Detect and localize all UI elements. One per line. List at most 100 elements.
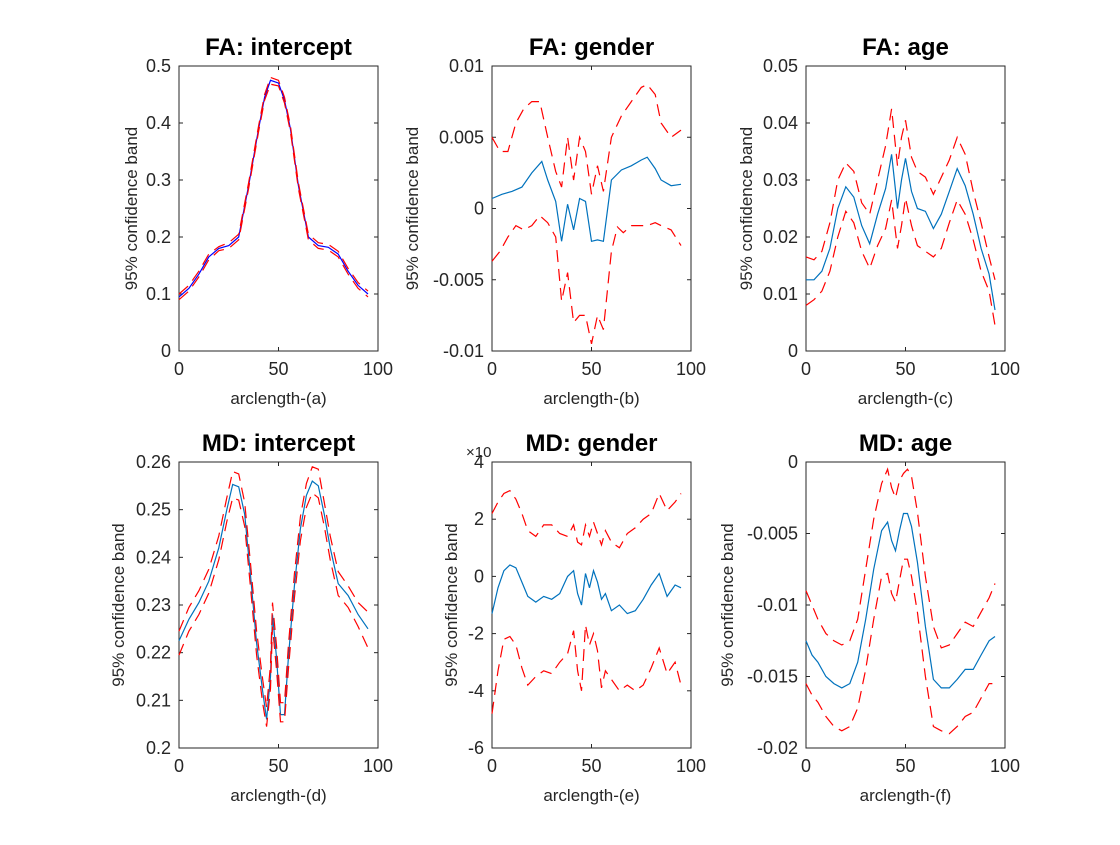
y-tick-label: -0.02: [757, 738, 798, 758]
subplot-title: FA: gender: [529, 34, 654, 61]
y-tick-label: 0.02: [763, 227, 798, 247]
x-tick-label: 50: [581, 756, 601, 776]
y-axis-label: 95% confidence band: [109, 523, 128, 687]
x-tick-label: 50: [268, 756, 288, 776]
y-tick-label: -2: [468, 624, 484, 644]
y-tick-label: 0.26: [136, 452, 171, 472]
series-estimate-line: [491, 564, 682, 615]
subplot-3: 0 50 100 0 0.01 0.02 0.03 0.04 0.05 FA: age arclen…: [737, 34, 1020, 408]
x-axis-label: arclength-(b): [543, 389, 639, 408]
series-lower-line: [491, 624, 682, 714]
x-tick-label: 0: [801, 359, 811, 379]
plot-area: [805, 461, 1006, 749]
x-axis-label: arclength-(a): [230, 389, 326, 408]
y-tick-label: -6: [468, 738, 484, 758]
x-tick-label: 0: [174, 756, 184, 776]
y-tick-label: 0.23: [136, 595, 171, 615]
y-tick-label: 0.2: [146, 227, 171, 247]
y-axis-label: 95% confidence band: [737, 127, 756, 291]
x-tick-label: 50: [581, 359, 601, 379]
subplot-2: 0 50 100 -0.01 -0.005 0 0.005 0.01 FA: gender arc…: [403, 34, 706, 408]
y-tick-label: -4: [468, 681, 484, 701]
subplot-5: 0 50 100 -6 -4 -2 0 2 4 MD: gender arclength-(e) 95…: [442, 430, 706, 805]
x-tick-label: 100: [363, 756, 393, 776]
x-axis-label: arclength-(f): [860, 786, 952, 805]
y-axis-label: 95% confidence band: [403, 127, 422, 291]
series-estimate-line: [805, 512, 996, 689]
x-tick-label: 100: [990, 359, 1020, 379]
x-tick-label: 0: [801, 756, 811, 776]
y-tick-label: -0.005: [433, 270, 484, 290]
series-upper-line: [491, 489, 682, 549]
x-tick-label: 100: [676, 359, 706, 379]
series-lower-line: [178, 83, 369, 301]
y-axis-label: 95% confidence band: [122, 127, 141, 291]
y-tick-label: 0.3: [146, 170, 171, 190]
plot-area: [178, 65, 379, 352]
y-tick-label: 0.005: [439, 127, 484, 147]
x-tick-label: 50: [268, 359, 288, 379]
subplot-title: FA: age: [862, 34, 949, 61]
plot-area: [805, 65, 1006, 352]
series-estimate-line: [806, 154, 996, 311]
y-tick-label: 0.21: [136, 690, 171, 710]
y-tick-label: 0.04: [763, 113, 798, 133]
y-tick-label: 0.22: [136, 643, 171, 663]
x-tick-label: 50: [895, 359, 915, 379]
series-estimate-line: [178, 79, 369, 298]
x-tick-label: 0: [487, 359, 497, 379]
x-axis-label: arclength-(c): [858, 389, 953, 408]
y-tick-label: 0: [161, 341, 171, 361]
x-tick-label: 100: [990, 756, 1020, 776]
subplot-6: 0 50 100 -0.02 -0.015 -0.01 -0.005 0 MD: age arcl…: [718, 430, 1020, 805]
x-axis-label: arclength-(e): [543, 786, 639, 805]
y-tick-label: 0.25: [136, 500, 171, 520]
series-lower-line: [805, 558, 995, 735]
y-tick-label: 0: [788, 341, 798, 361]
series-upper-line: [178, 466, 369, 708]
y-tick-label: -0.005: [747, 524, 798, 544]
y-tick-label: 0: [474, 566, 484, 586]
axis-exponent-label: ×10: [466, 444, 491, 461]
y-tick-label: 0.01: [763, 284, 798, 304]
x-axis-label: arclength-(d): [230, 786, 326, 805]
y-tick-label: -0.015: [747, 667, 798, 687]
plot-area: [178, 461, 379, 749]
plot-area: [491, 65, 692, 352]
series-upper-line: [178, 76, 369, 295]
y-tick-label: 4: [474, 452, 484, 472]
y-axis-label: 95% confidence band: [718, 523, 737, 687]
y-tick-label: -0.01: [757, 595, 798, 615]
series-lower-line: [805, 198, 996, 326]
y-tick-label: 0.01: [449, 56, 484, 76]
x-tick-label: 50: [895, 756, 915, 776]
x-tick-label: 0: [174, 359, 184, 379]
subplot-title: MD: age: [859, 430, 952, 457]
y-tick-label: 0.2: [146, 738, 171, 758]
series-estimate-line: [178, 480, 369, 720]
subplot-title: MD: gender: [526, 430, 658, 457]
y-tick-label: 2: [474, 509, 484, 529]
series-upper-line: [805, 467, 996, 649]
plot-area: [491, 461, 692, 749]
series-estimate-line: [491, 156, 682, 243]
series-upper-line: [805, 108, 996, 280]
subplot-title: MD: intercept: [202, 430, 355, 457]
subplot-4: 0 50 100 0.2 0.21 0.22 0.23 0.24 0.25 0.26 MD: int…: [109, 430, 393, 805]
y-tick-label: 0.5: [146, 56, 171, 76]
series-lower-line: [178, 492, 369, 727]
y-tick-label: 0.03: [763, 170, 798, 190]
x-tick-label: 100: [676, 756, 706, 776]
y-tick-label: 0.24: [136, 547, 171, 567]
subplot-title: FA: intercept: [205, 34, 352, 61]
x-tick-label: 100: [363, 359, 393, 379]
y-axis-label: 95% confidence band: [442, 523, 461, 687]
y-tick-label: 0.05: [763, 56, 798, 76]
x-tick-label: 0: [487, 756, 497, 776]
subplot-1: 0 50 100 0 0.1 0.2 0.3 0.4 0.5 FA: intercept arcle…: [122, 34, 393, 408]
y-tick-label: 0: [788, 452, 798, 472]
y-tick-label: -0.01: [443, 341, 484, 361]
y-tick-label: 0.4: [146, 113, 171, 133]
